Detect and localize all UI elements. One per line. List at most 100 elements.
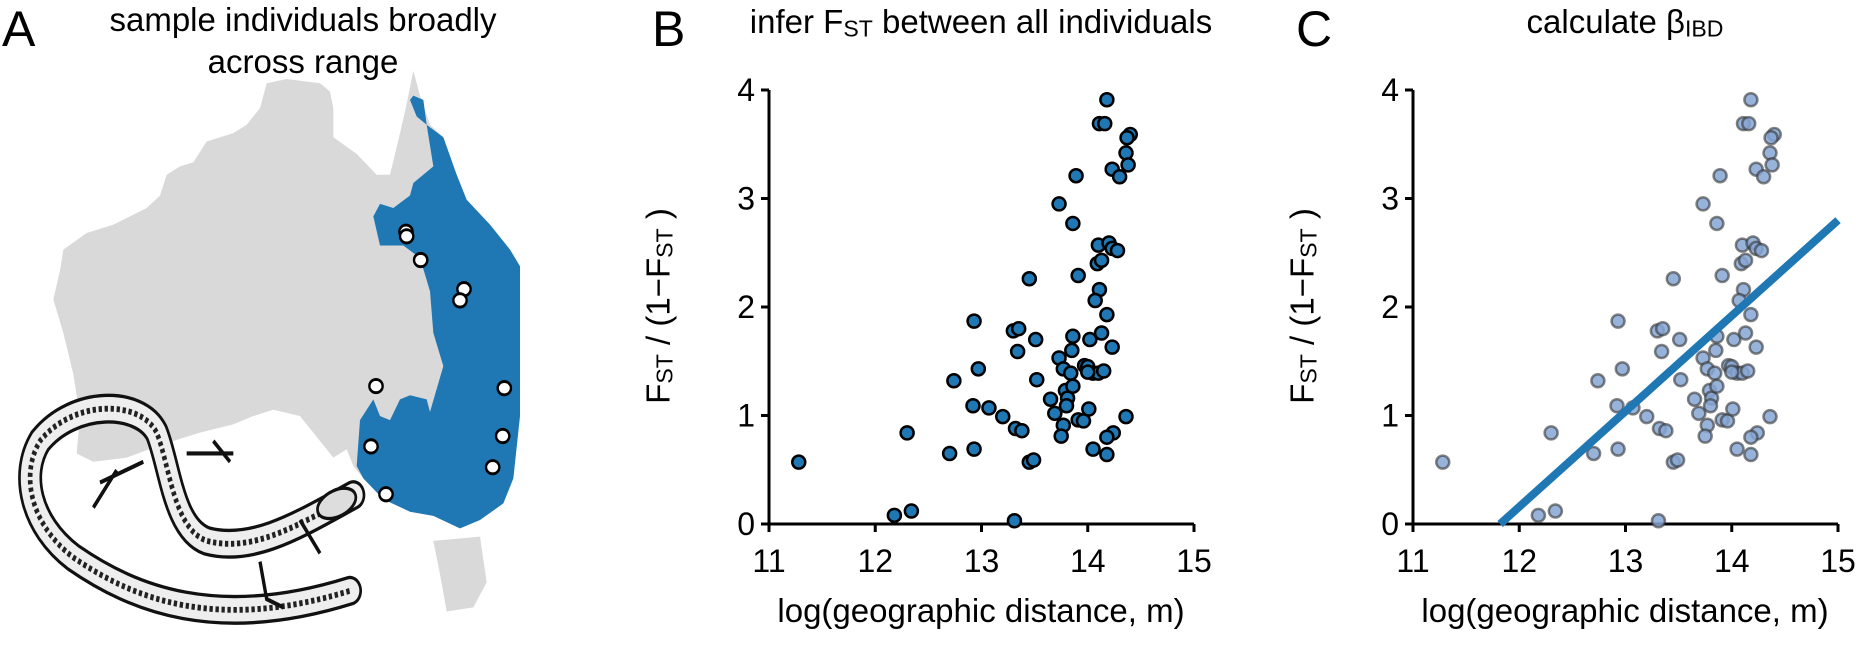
x-tick-label: 12 xyxy=(857,543,893,579)
data-point xyxy=(1065,378,1081,394)
y-tick-label: 1 xyxy=(737,398,755,434)
x-tick-label: 13 xyxy=(964,543,1000,579)
panel-b-x-axis-label: log(geographic distance, m) xyxy=(777,592,1185,629)
data-point xyxy=(1068,167,1084,184)
panel-c-x-axis-label: log(geographic distance, m) xyxy=(1421,592,1829,629)
data-point xyxy=(1087,292,1103,309)
data-point xyxy=(1104,339,1120,355)
data-point xyxy=(1547,503,1564,519)
sample-location-dot xyxy=(378,486,394,503)
data-point xyxy=(1669,452,1686,468)
data-point xyxy=(1435,454,1451,470)
x-tick-label: 13 xyxy=(1608,543,1644,579)
y-tick-label: 3 xyxy=(737,181,755,217)
panel-a-title: sample individuals broadly across range xyxy=(109,0,496,81)
panel-c-title: calculate βIBD xyxy=(1527,2,1724,43)
data-point xyxy=(1708,342,1724,359)
data-point xyxy=(1080,364,1096,380)
data-point xyxy=(1025,452,1042,468)
data-point xyxy=(1739,363,1756,379)
data-point xyxy=(1120,157,1136,173)
data-point xyxy=(899,425,915,441)
data-point xyxy=(1082,331,1098,348)
sample-location-dot xyxy=(363,438,379,455)
data-point xyxy=(1665,271,1682,287)
panel-a-letter: A xyxy=(2,1,36,57)
y-tick-label: 2 xyxy=(737,289,755,325)
data-point xyxy=(1724,364,1740,380)
data-point xyxy=(1753,242,1770,259)
y-tick-label: 4 xyxy=(737,72,755,108)
data-point xyxy=(1093,325,1110,341)
panel-b-title-subscript: ST xyxy=(843,15,873,42)
y-tick-label: 1 xyxy=(1381,398,1399,434)
data-point xyxy=(946,373,962,389)
data-point xyxy=(1081,401,1097,417)
data-point xyxy=(1709,215,1725,232)
panel-b-title: infer FST between all individuals xyxy=(750,2,1212,43)
panel-c-title-text: calculate β xyxy=(1526,3,1685,40)
sample-location-dot xyxy=(494,427,511,445)
data-point xyxy=(1042,391,1059,407)
data-point xyxy=(1673,371,1689,388)
data-point xyxy=(1764,157,1780,173)
data-point xyxy=(1119,129,1135,146)
data-point xyxy=(1748,339,1764,355)
data-point xyxy=(1610,441,1626,457)
data-point xyxy=(1686,391,1703,407)
data-point xyxy=(981,400,997,416)
data-point xyxy=(1118,408,1134,425)
sample-location-dot xyxy=(412,251,429,269)
data-point xyxy=(1009,343,1026,360)
data-point xyxy=(1021,271,1038,287)
panel-c-title-subscript: IBD xyxy=(1684,15,1724,42)
data-point xyxy=(903,503,920,519)
data-point xyxy=(1099,306,1115,323)
data-point xyxy=(1610,313,1626,329)
data-point xyxy=(1590,373,1606,389)
data-point xyxy=(1729,441,1745,457)
data-point xyxy=(1755,169,1772,185)
data-point xyxy=(1741,115,1757,132)
data-point xyxy=(1709,378,1725,394)
data-point xyxy=(1671,331,1688,348)
data-point xyxy=(1047,405,1063,422)
data-point xyxy=(1654,320,1671,337)
data-point xyxy=(970,361,987,377)
data-point xyxy=(1010,320,1027,337)
data-point xyxy=(965,397,981,414)
lizard-illustration xyxy=(18,393,366,625)
data-point xyxy=(1014,422,1030,439)
data-point xyxy=(1530,507,1547,524)
x-tick-label: 14 xyxy=(1714,543,1750,579)
data-point xyxy=(1650,512,1667,529)
panel-c-letter: C xyxy=(1296,1,1333,57)
panel-b-letter: B xyxy=(652,1,686,57)
data-point xyxy=(1695,196,1711,212)
data-point xyxy=(1743,429,1759,445)
data-point xyxy=(1065,215,1081,232)
data-point xyxy=(1029,371,1045,388)
sample-location-dot xyxy=(484,459,501,476)
data-point xyxy=(941,445,958,462)
x-tick-label: 14 xyxy=(1070,543,1106,579)
data-point xyxy=(1063,365,1079,381)
data-point xyxy=(1737,252,1754,269)
data-point xyxy=(1726,331,1742,348)
y-tick-label: 0 xyxy=(1381,506,1399,542)
data-point xyxy=(1095,363,1112,379)
y-tick-label: 0 xyxy=(737,506,755,542)
data-point xyxy=(966,313,982,329)
data-point xyxy=(1543,425,1559,441)
x-tick-label: 15 xyxy=(1176,543,1212,579)
data-point xyxy=(1027,331,1044,348)
data-point xyxy=(886,507,903,524)
data-point xyxy=(1614,361,1631,377)
data-point xyxy=(1697,428,1713,444)
sample-location-dot xyxy=(398,228,415,245)
sample-location-dot xyxy=(452,292,468,309)
data-point xyxy=(1111,169,1128,185)
